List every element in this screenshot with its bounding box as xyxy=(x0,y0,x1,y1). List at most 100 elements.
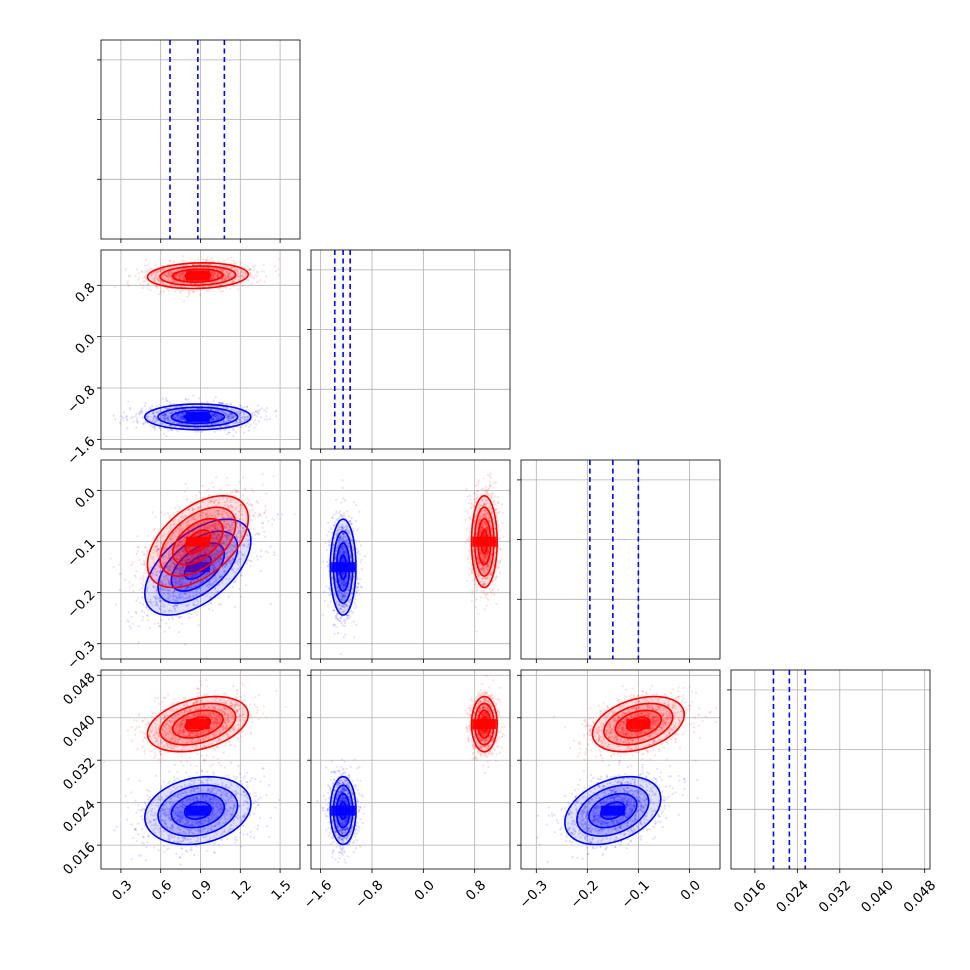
sample-point xyxy=(206,559,209,563)
sample-point xyxy=(142,284,145,287)
sample-point xyxy=(204,263,207,266)
sample-point xyxy=(197,408,200,411)
sample-point xyxy=(154,285,158,288)
sample-point xyxy=(219,273,222,276)
sample-point xyxy=(196,263,199,266)
sample-point xyxy=(212,417,215,420)
sample-point xyxy=(194,266,197,269)
sample-point xyxy=(222,277,225,280)
sample-point xyxy=(233,280,236,283)
sample-point xyxy=(177,409,180,412)
sample-point xyxy=(161,588,164,591)
sample-point xyxy=(252,421,255,424)
sample-point xyxy=(227,424,230,427)
sample-point xyxy=(193,266,196,269)
sample-point xyxy=(172,410,175,413)
sample-point xyxy=(237,288,240,291)
sample-point xyxy=(231,491,234,494)
sample-point xyxy=(293,513,296,516)
sample-point xyxy=(142,280,145,283)
sample-point xyxy=(152,536,155,540)
sample-point xyxy=(227,417,230,420)
sample-point xyxy=(216,414,219,417)
sample-point xyxy=(272,518,276,522)
sample-point xyxy=(212,271,215,274)
sample-point xyxy=(210,277,213,280)
sample-point xyxy=(181,565,184,568)
sample-point xyxy=(185,587,188,590)
sample-point xyxy=(127,620,130,623)
sample-point xyxy=(172,605,175,608)
sample-point xyxy=(152,417,155,421)
sample-point xyxy=(206,400,209,403)
sample-point xyxy=(221,278,224,281)
sample-point xyxy=(243,415,246,418)
density-peak-red xyxy=(185,270,210,281)
sample-point xyxy=(242,494,245,497)
sample-point xyxy=(136,420,139,423)
sample-point xyxy=(265,410,268,413)
sample-point xyxy=(218,558,221,561)
sample-point xyxy=(180,275,183,278)
sample-point xyxy=(177,413,180,416)
sample-point xyxy=(158,571,161,574)
sample-point xyxy=(159,607,162,610)
sample-point xyxy=(120,415,123,418)
sample-point xyxy=(172,402,176,405)
sample-point xyxy=(181,282,184,285)
sample-point xyxy=(171,616,174,619)
sample-point xyxy=(219,425,222,428)
sample-point xyxy=(213,557,216,560)
sample-point xyxy=(170,278,173,281)
sample-point xyxy=(241,416,244,419)
sample-point xyxy=(212,563,215,566)
sample-point xyxy=(157,598,161,601)
sample-point xyxy=(235,420,239,423)
sample-point xyxy=(225,403,228,406)
sample-point xyxy=(260,549,263,552)
sample-point xyxy=(232,413,235,416)
sample-point xyxy=(172,416,176,419)
sample-point xyxy=(141,603,145,606)
sample-point xyxy=(230,403,233,406)
sample-point xyxy=(126,419,129,422)
sample-point xyxy=(182,566,185,569)
sample-point xyxy=(177,409,180,412)
sample-point xyxy=(175,274,178,277)
sample-point xyxy=(221,410,224,413)
sample-point xyxy=(206,527,209,530)
sample-point xyxy=(176,406,179,409)
sample-point xyxy=(216,534,219,537)
sample-point xyxy=(187,559,190,562)
sample-point xyxy=(202,549,205,552)
sample-point xyxy=(211,271,214,274)
sample-point xyxy=(159,270,162,273)
sample-point xyxy=(211,273,215,276)
sample-point xyxy=(221,409,224,412)
sample-point xyxy=(216,426,219,429)
sample-point xyxy=(215,415,218,418)
sample-point xyxy=(221,566,224,570)
sample-point xyxy=(167,267,171,270)
sample-point xyxy=(239,523,242,527)
sample-point xyxy=(250,275,253,278)
sample-point xyxy=(205,548,208,551)
sample-point xyxy=(257,280,260,283)
sample-point xyxy=(126,282,129,286)
sample-point xyxy=(150,405,154,408)
sample-point xyxy=(226,281,229,284)
sample-point xyxy=(230,413,233,416)
sample-point xyxy=(255,415,259,418)
sample-point xyxy=(229,545,232,548)
sample-point xyxy=(212,273,215,277)
sample-point xyxy=(232,284,235,288)
sample-point xyxy=(213,430,216,434)
sample-point xyxy=(160,280,163,283)
sample-point xyxy=(140,270,143,273)
sample-point xyxy=(231,416,234,419)
sample-point xyxy=(249,271,252,274)
sample-point xyxy=(183,277,186,280)
sample-point xyxy=(152,418,155,421)
sample-point xyxy=(156,419,159,422)
sample-point xyxy=(146,586,149,590)
